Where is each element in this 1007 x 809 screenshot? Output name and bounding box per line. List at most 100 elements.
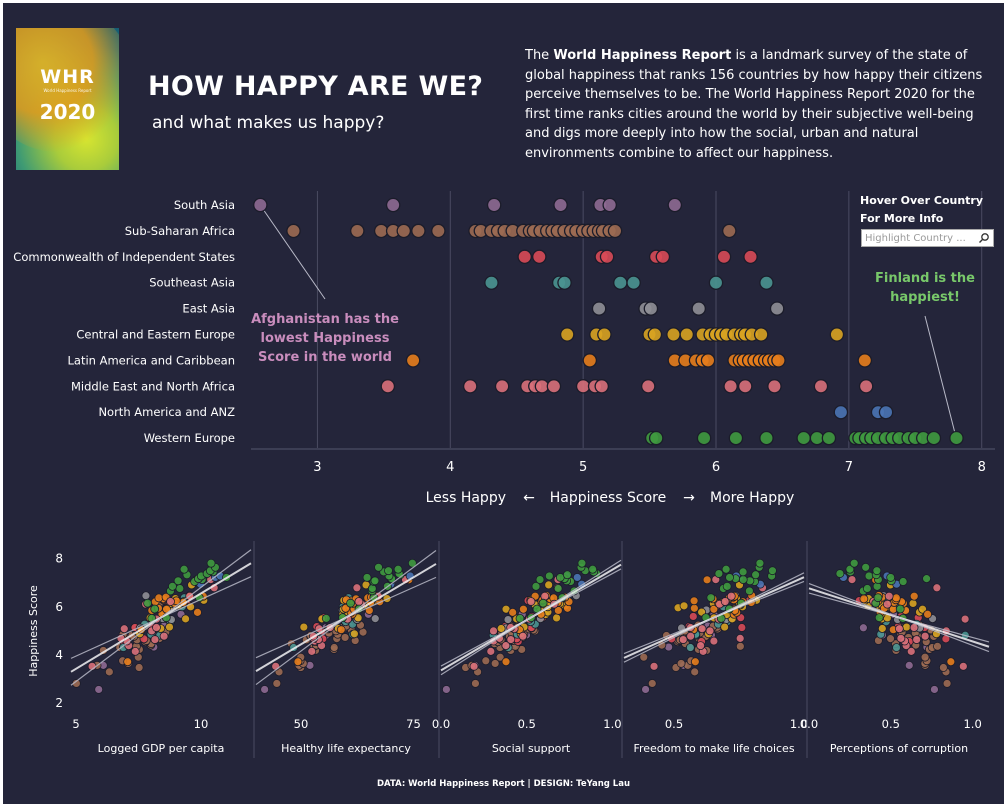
country-point xyxy=(705,626,715,636)
country-point xyxy=(896,633,906,643)
hover-hint: Hover Over Country For More Info xyxy=(860,192,983,228)
country-point xyxy=(690,657,700,667)
x-tick-label: 0.5 xyxy=(518,717,536,731)
logo-mark: WHR xyxy=(40,66,95,88)
row-label-middle-east-and-north-africa: Middle East and North Africa xyxy=(71,379,235,393)
country-point xyxy=(150,635,160,644)
logo-ring xyxy=(16,28,119,152)
country-point xyxy=(771,353,786,368)
x-axis-more-happy: More Happy xyxy=(710,490,794,506)
country-point xyxy=(942,679,952,688)
country-point xyxy=(723,379,738,394)
country-point xyxy=(759,275,774,290)
country-point xyxy=(735,641,745,651)
y-tick-label: 8 xyxy=(55,552,63,566)
x-tick-label: 5 xyxy=(579,460,587,475)
country-point xyxy=(173,576,183,586)
highlight-country-input[interactable] xyxy=(865,231,973,245)
x-tick-label: 1.0 xyxy=(963,717,981,731)
country-point xyxy=(690,667,700,677)
x-tick-label: 10 xyxy=(194,717,209,731)
country-point xyxy=(686,631,696,641)
search-icon[interactable] xyxy=(978,232,990,244)
x-axis-arrow-right: → xyxy=(683,490,695,506)
country-point xyxy=(872,566,882,576)
country-point xyxy=(373,223,389,239)
country-point xyxy=(181,614,190,624)
country-point xyxy=(922,574,931,584)
country-point xyxy=(666,327,681,342)
country-point xyxy=(515,613,525,623)
country-point xyxy=(796,430,811,446)
country-point xyxy=(526,597,536,606)
country-point xyxy=(538,598,548,608)
country-point xyxy=(877,624,887,633)
country-point xyxy=(489,626,498,636)
country-point xyxy=(821,430,837,446)
country-point xyxy=(119,624,129,634)
country-point xyxy=(720,597,730,606)
country-point xyxy=(904,660,914,670)
country-point xyxy=(759,430,774,446)
x-tick-label: 3 xyxy=(313,460,321,475)
country-point xyxy=(891,593,901,603)
highlight-country-box[interactable] xyxy=(861,229,994,247)
x-axis-arrow-left: ← xyxy=(523,490,535,506)
country-point xyxy=(696,641,705,651)
row-label-latin-america-and-caribbean: Latin America and Caribbean xyxy=(68,353,236,367)
country-point xyxy=(958,661,968,671)
whr-logo: WHR World Happiness Report 2020 xyxy=(16,28,119,170)
country-point xyxy=(370,614,380,624)
country-point xyxy=(679,327,695,342)
panel-x-title: Social support xyxy=(492,742,571,755)
country-point xyxy=(431,223,446,239)
country-point xyxy=(721,564,731,574)
country-point xyxy=(374,562,383,572)
country-point xyxy=(557,275,572,290)
trend-band xyxy=(623,572,805,663)
country-point xyxy=(613,275,628,290)
country-point xyxy=(260,685,270,694)
row-label-sub-saharan-africa: Sub-Saharan Africa xyxy=(125,224,235,238)
happiness-strip-chart: 3 4 5 6 7 8 South Asia Sub-Saharan Africa Common… xyxy=(13,191,995,506)
page-subtitle: and what makes us happy? xyxy=(152,113,385,133)
country-point xyxy=(845,564,855,574)
country-point xyxy=(486,197,502,213)
country-point xyxy=(938,663,948,672)
country-point xyxy=(714,569,724,578)
trend-band xyxy=(440,559,622,676)
x-tick-label: 6 xyxy=(712,460,720,475)
panel-x-title: Logged GDP per capita xyxy=(98,742,225,755)
country-point xyxy=(253,197,268,213)
country-point xyxy=(639,652,649,662)
row-label-southeast-asia: Southeast Asia xyxy=(149,276,235,290)
country-point xyxy=(751,570,761,580)
country-point xyxy=(835,569,845,578)
country-point xyxy=(920,631,930,641)
country-point xyxy=(594,379,609,394)
country-point xyxy=(481,656,491,666)
country-point xyxy=(737,379,753,394)
country-point xyxy=(532,249,547,265)
country-point xyxy=(648,430,664,446)
annotation-leader-left xyxy=(263,210,326,300)
page-title: HOW HAPPY ARE WE? xyxy=(148,71,484,102)
trend-band xyxy=(808,582,990,653)
country-point xyxy=(272,679,282,688)
country-point xyxy=(572,573,582,582)
annotation-happiest-line: happiest! xyxy=(890,290,960,305)
country-point xyxy=(469,661,479,671)
country-point xyxy=(175,584,185,593)
country-point xyxy=(689,603,699,613)
country-point xyxy=(508,607,518,617)
country-point xyxy=(912,635,922,644)
country-point xyxy=(607,223,623,239)
x-tick-label: 8 xyxy=(978,460,986,475)
country-point xyxy=(728,430,744,446)
footer-credit: DATA: World Happiness Report | DESIGN: T… xyxy=(376,779,631,789)
country-point xyxy=(649,661,659,671)
country-point xyxy=(861,562,871,572)
country-point xyxy=(862,584,872,593)
panel-perceptions-of-corruption: 0.0 0.5 1.0 Perceptions of corruption xyxy=(800,541,990,758)
country-point xyxy=(737,623,747,632)
